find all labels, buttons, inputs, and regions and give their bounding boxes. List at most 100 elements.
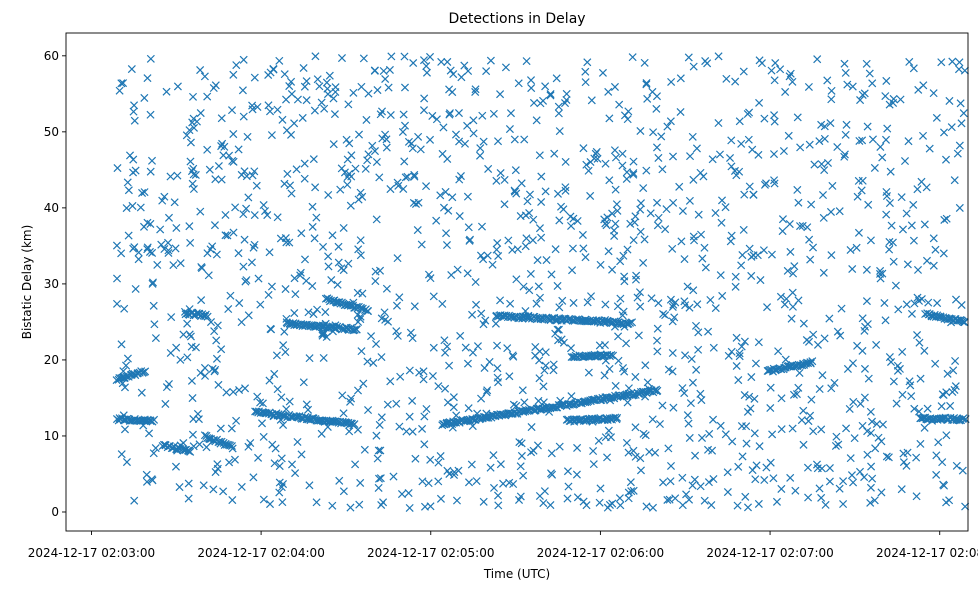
detection-point xyxy=(605,364,614,373)
detection-point xyxy=(616,501,625,510)
detection-point xyxy=(445,109,454,118)
detection-point xyxy=(616,257,625,266)
detection-point xyxy=(401,173,410,182)
detection-point xyxy=(929,234,938,243)
detection-point xyxy=(626,219,635,228)
detection-point xyxy=(777,484,786,493)
detection-point xyxy=(229,157,238,166)
detection-point xyxy=(744,135,753,144)
detection-point xyxy=(460,61,469,70)
detection-point xyxy=(751,359,760,368)
detection-point xyxy=(943,369,952,378)
detection-point xyxy=(854,228,863,237)
detection-point xyxy=(804,359,813,368)
detection-point xyxy=(304,405,313,414)
data-points xyxy=(112,52,970,512)
detection-point xyxy=(951,356,960,366)
detection-point xyxy=(512,275,521,284)
detection-point xyxy=(270,459,279,468)
detection-point xyxy=(300,174,309,183)
detection-point xyxy=(506,299,515,308)
detection-point xyxy=(344,259,353,268)
detection-point xyxy=(436,452,445,461)
detection-point xyxy=(827,95,836,104)
detection-point xyxy=(696,482,705,491)
detection-point xyxy=(120,425,130,434)
detection-point xyxy=(567,221,576,230)
detection-point xyxy=(769,474,778,483)
x-axis-label: Time (UTC) xyxy=(483,567,550,581)
detection-point xyxy=(831,441,840,450)
detection-point xyxy=(447,270,456,280)
detection-point xyxy=(537,172,546,181)
detection-point xyxy=(232,61,241,70)
detection-point xyxy=(951,295,961,304)
detection-point xyxy=(709,415,718,424)
detection-point xyxy=(866,483,875,492)
detection-point xyxy=(539,96,548,105)
detection-point xyxy=(489,451,498,460)
detection-point xyxy=(359,54,368,63)
detection-point xyxy=(211,365,220,374)
detection-point xyxy=(753,251,762,260)
detection-point xyxy=(857,186,866,195)
detection-point xyxy=(158,196,167,205)
detection-point xyxy=(210,221,219,230)
detection-point xyxy=(743,503,753,512)
detection-point xyxy=(949,366,958,375)
detection-point xyxy=(476,151,485,160)
detection-point xyxy=(794,198,803,207)
detection-point xyxy=(309,310,318,319)
detection-point xyxy=(629,236,638,245)
detection-point xyxy=(711,208,720,218)
detection-point xyxy=(137,388,146,397)
detection-point xyxy=(611,219,620,228)
detection-point xyxy=(910,404,919,413)
detection-point xyxy=(136,203,145,212)
detection-point xyxy=(131,284,140,293)
detection-point xyxy=(664,365,673,374)
detection-point xyxy=(449,470,459,479)
detection-point xyxy=(685,303,694,312)
detection-point xyxy=(525,286,534,295)
detection-point xyxy=(555,442,564,451)
detection-point xyxy=(603,213,612,222)
detection-point xyxy=(889,377,898,386)
detection-point xyxy=(636,126,645,136)
detection-point xyxy=(888,238,897,247)
detection-point xyxy=(904,137,913,146)
detection-point xyxy=(592,147,601,156)
detection-point xyxy=(185,330,194,339)
detection-point xyxy=(627,487,636,496)
detection-point xyxy=(735,349,744,358)
detection-point xyxy=(129,155,138,164)
detection-point xyxy=(224,305,233,314)
detection-point xyxy=(825,464,834,473)
detection-point xyxy=(696,389,705,398)
detection-point xyxy=(509,400,518,409)
detection-point xyxy=(920,423,929,432)
x-tick-label: 2024-12-17 02:08:00 xyxy=(876,546,978,560)
detection-point xyxy=(924,298,933,307)
detection-point xyxy=(932,113,941,122)
detection-point xyxy=(317,98,326,107)
detection-point xyxy=(272,351,281,360)
detection-point xyxy=(552,74,561,83)
detection-point xyxy=(217,142,226,151)
detection-point xyxy=(393,331,402,340)
detection-point xyxy=(678,501,687,510)
detection-point xyxy=(613,302,622,311)
detection-point xyxy=(273,105,282,114)
detection-point xyxy=(157,240,166,249)
detection-point xyxy=(527,448,536,457)
detection-point xyxy=(229,130,238,139)
detection-point xyxy=(395,293,404,302)
detection-point xyxy=(783,266,792,275)
detection-point xyxy=(199,481,208,490)
detection-point xyxy=(579,497,588,506)
detection-point xyxy=(906,381,915,390)
detection-point xyxy=(770,117,779,126)
detection-point xyxy=(541,187,550,196)
detection-point xyxy=(419,375,428,384)
detection-point xyxy=(405,503,414,512)
